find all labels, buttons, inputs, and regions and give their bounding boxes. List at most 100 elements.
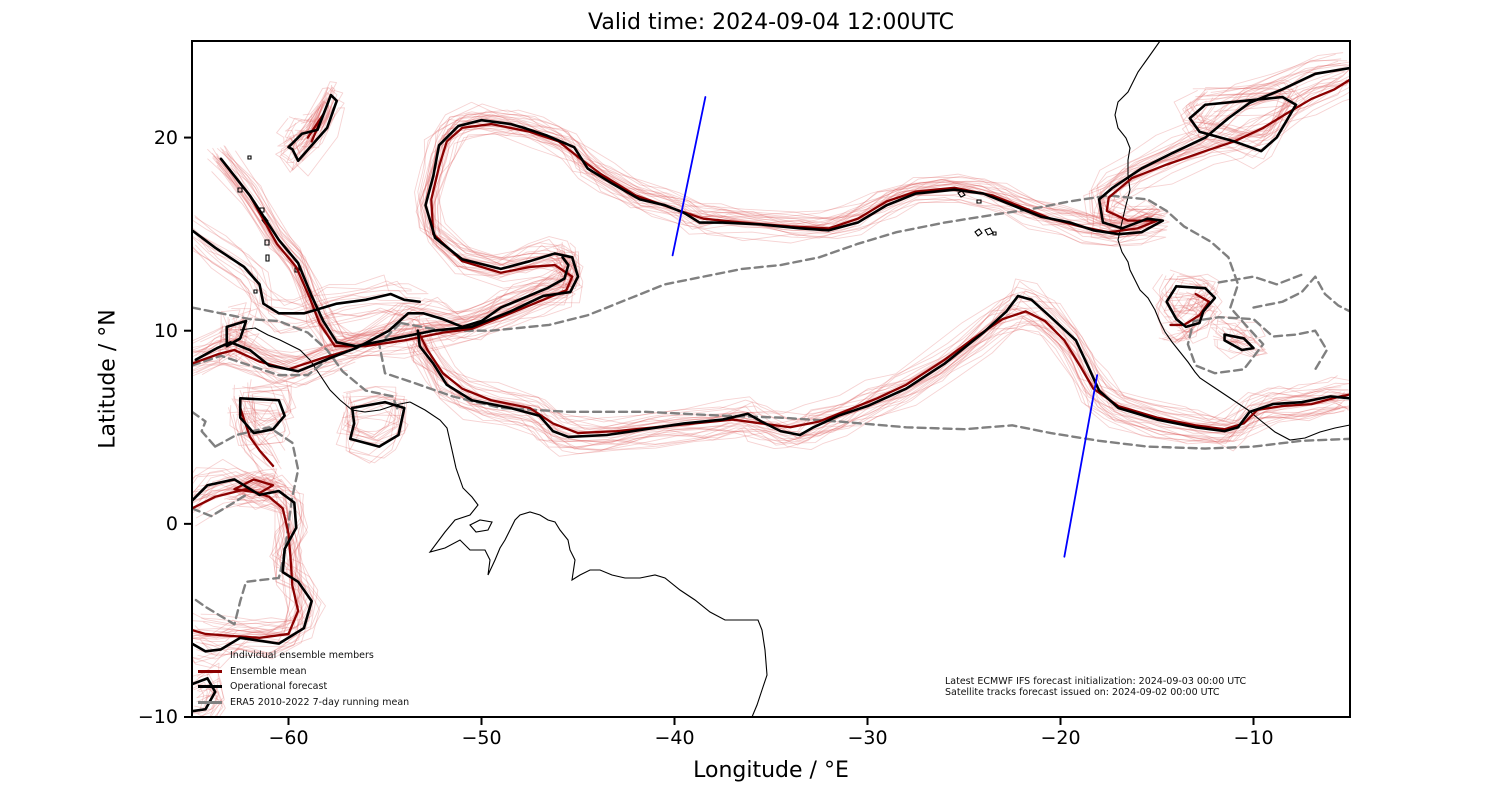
ensemble-member-line xyxy=(224,487,262,502)
ensemble-member-line xyxy=(207,53,1336,339)
ensemble-member-line xyxy=(1234,321,1266,341)
ensemble-member-line xyxy=(192,226,412,301)
ensemble-member-line xyxy=(1172,282,1209,312)
ensemble-member-line xyxy=(192,487,312,669)
legend-label: Individual ensemble members xyxy=(230,650,374,662)
x-tick-label: −10 xyxy=(1233,727,1274,749)
operational-forecast-line xyxy=(416,294,1350,439)
y-tick-label: 0 xyxy=(165,512,178,535)
ensemble-member-line xyxy=(1152,273,1202,314)
ensemble-member-line xyxy=(1173,87,1282,135)
operational-forecast-line xyxy=(192,677,217,713)
ensemble-member-line xyxy=(347,415,400,464)
y-tick-label: 20 xyxy=(153,126,178,149)
ensemble-member-line xyxy=(233,395,283,437)
ensemble-member-line xyxy=(411,303,1350,444)
legend-item-operational: Operational forecast xyxy=(198,679,409,695)
operational-forecast-line xyxy=(287,93,339,163)
ensemble-member-line xyxy=(192,360,343,384)
ensemble-member-line xyxy=(215,71,1345,353)
map-title: Valid time: 2024-09-04 12:00UTC xyxy=(588,10,954,35)
ensemble-member-line xyxy=(1210,317,1247,339)
ensemble-member-line xyxy=(192,247,571,365)
ensemble-member-line xyxy=(224,79,1350,353)
ensemble-member-line xyxy=(200,242,577,359)
ensemble-member-line xyxy=(201,338,360,362)
ensemble-member-line xyxy=(192,471,314,642)
ensemble-member-line xyxy=(303,120,316,152)
ensemble-member-line xyxy=(234,409,286,452)
ensemble-member-line xyxy=(1158,307,1198,343)
ensemble-member-line xyxy=(196,662,220,703)
x-tick-label: −30 xyxy=(847,727,888,749)
ensemble-member-line xyxy=(239,423,275,477)
era5-2010-2022-7-day-running-mean-line xyxy=(192,426,300,626)
ensemble-member-line xyxy=(1162,291,1200,324)
ensemble-member-line xyxy=(239,389,292,427)
ensemble-member-line xyxy=(200,235,432,324)
ensemble-member-line xyxy=(352,396,406,441)
ensemble-member-line xyxy=(288,87,338,150)
ensemble-member-line xyxy=(1217,326,1249,347)
ensemble-member-line xyxy=(246,420,277,474)
ensemble-member-line xyxy=(1200,90,1306,142)
ensemble-member-line xyxy=(192,247,565,363)
era5-2010-2022-7-day-running-mean-line xyxy=(192,410,217,448)
legend-label: ERA5 2010-2022 7-day running mean xyxy=(230,696,410,708)
ensemble-member-line xyxy=(213,64,1350,345)
operational-forecast-line xyxy=(225,319,248,348)
ensemble-member-line xyxy=(284,84,333,151)
ensemble-member-line xyxy=(252,397,286,451)
ensemble-member-line xyxy=(297,105,319,141)
ensemble-member-line xyxy=(342,414,404,464)
ensemble-member-line xyxy=(192,249,419,334)
ensemble-member-line xyxy=(195,501,307,657)
ensemble-member-line xyxy=(196,496,304,655)
ensemble-member-line xyxy=(1185,86,1294,135)
forecast-info: Latest ECMWF IFS forecast initialization… xyxy=(945,676,1246,698)
ensemble-member-line xyxy=(194,340,359,358)
axis-ticks xyxy=(184,136,1255,725)
ensemble-member-line xyxy=(409,308,1342,430)
ensemble-member-line xyxy=(277,91,331,159)
ensemble-member-line xyxy=(422,309,1350,455)
ensemble-member-line xyxy=(1190,82,1299,138)
ensemble-member-line xyxy=(1210,318,1248,345)
ensemble-member-line xyxy=(1229,332,1268,357)
ensemble-member-line xyxy=(192,467,303,636)
ensemble-member-line xyxy=(195,244,416,334)
ensemble-member-line xyxy=(284,81,337,151)
operational-forecast-line xyxy=(192,228,422,315)
ensemble-member-line xyxy=(239,482,279,495)
ensemble-mean-line xyxy=(192,348,352,371)
ensemble-member-line xyxy=(240,407,286,446)
x-tick-label: −40 xyxy=(654,727,695,749)
plot-frame xyxy=(191,40,1351,718)
ensemble-member-line xyxy=(192,458,307,639)
ensemble-mean-line xyxy=(233,478,275,495)
ensemble-member-line xyxy=(232,384,276,424)
ensemble-member-line xyxy=(408,314,1341,457)
y-tick-label: 10 xyxy=(153,319,178,342)
ensemble-member-line xyxy=(228,490,268,506)
ensemble-member-line xyxy=(192,493,302,669)
ensemble-member-line xyxy=(1169,273,1219,327)
ensemble-member-line xyxy=(425,300,1350,425)
ensemble-member-line xyxy=(247,387,297,423)
ensemble-member-line xyxy=(410,296,1343,449)
cape-verde-islands xyxy=(957,190,997,237)
ensemble-member-line xyxy=(348,411,409,459)
ensemble-member-line xyxy=(203,335,361,358)
ensemble-member-line xyxy=(221,302,247,332)
ensemble-member-line xyxy=(192,242,565,359)
ensemble-member-line xyxy=(418,278,1349,428)
ensemble-member-line xyxy=(228,316,248,347)
ensemble-member-line xyxy=(1188,99,1289,153)
x-tick-label: −50 xyxy=(461,727,502,749)
ensemble-member-line xyxy=(1179,278,1216,312)
ensemble-member-line xyxy=(1164,273,1216,312)
ensemble-member-line xyxy=(1188,81,1292,147)
ensemble-member-line xyxy=(1228,340,1267,358)
ensemble-member-line xyxy=(413,296,1347,444)
